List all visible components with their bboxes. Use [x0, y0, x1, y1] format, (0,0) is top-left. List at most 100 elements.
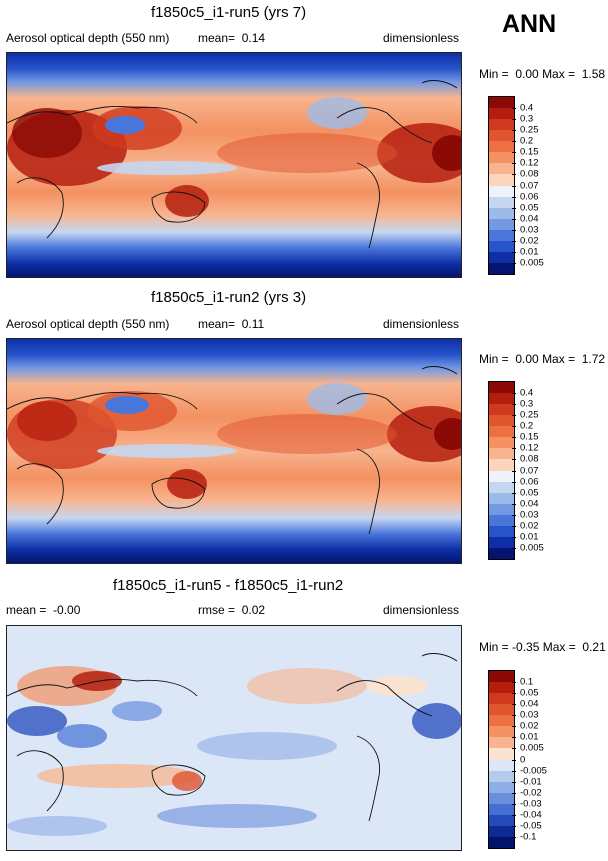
colorbar-level-label: 0.04: [520, 213, 539, 225]
colorbar-level-label: -0.03: [520, 798, 542, 810]
colorbar-tick: [512, 470, 516, 472]
panel-3-title: f1850c5_i1-run5 - f1850c5_i1-run2: [113, 577, 344, 594]
colorbar-swatch: [489, 836, 514, 848]
colorbar-level-label: 0.005: [520, 257, 544, 269]
colorbar-tick: [512, 163, 516, 165]
colorbar-level-label: 0.3: [520, 113, 534, 125]
colorbar-level-label: 0.2: [520, 135, 534, 147]
colorbar-swatch: [489, 770, 514, 782]
colorbar-tick: [512, 185, 516, 187]
colorbar-tick: [512, 704, 516, 706]
colorbar-tick: [512, 448, 516, 450]
panel-3-minmax: Min = -0.35 Max = 0.21: [479, 640, 606, 654]
colorbar-tick: [512, 737, 516, 739]
colorbar-level-label: -0.005: [520, 765, 547, 777]
colorbar-tick: [512, 814, 516, 816]
colorbar-swatch: [489, 503, 514, 515]
colorbar-swatch: [489, 547, 514, 559]
colorbar-swatch: [489, 803, 514, 815]
panel-2-title: f1850c5_i1-run2 (yrs 3): [151, 289, 307, 306]
panel-1-units: dimensionless: [383, 31, 460, 45]
colorbar-tick: [512, 726, 516, 728]
panel-1-mean: mean= 0.14: [198, 31, 265, 45]
panel-1-min-label: Min =: [479, 67, 509, 81]
colorbar-level-label: 0.4: [520, 102, 534, 114]
colorbar-level-label: 0.4: [520, 387, 534, 399]
panel-3-min-label: Min =: [479, 640, 509, 654]
colorbar-level-label: -0.04: [520, 809, 542, 821]
panel-3-map: [6, 625, 462, 851]
colorbar-level-label: 0.12: [520, 442, 539, 454]
colorbar-swatch: [489, 240, 514, 252]
panel-3-mean: mean = -0.00: [6, 603, 80, 617]
colorbar-tick: [512, 459, 516, 461]
colorbar-swatch: [489, 207, 514, 219]
colorbar-level-label: 0.005: [520, 542, 544, 554]
colorbar-swatch: [489, 415, 514, 427]
colorbar-swatch: [489, 119, 514, 131]
colorbar-tick: [512, 759, 516, 761]
colorbar-tick: [512, 514, 516, 516]
colorbar-level-label: -0.05: [520, 820, 542, 832]
colorbar-swatch: [489, 382, 514, 394]
colorbar-level-label: 0.02: [520, 235, 539, 247]
panel-2-min-label: Min =: [479, 352, 509, 366]
colorbar-swatch: [489, 536, 514, 548]
colorbar-tick: [512, 503, 516, 505]
colorbar-tick: [512, 781, 516, 783]
colorbar-level-label: 0.08: [520, 168, 539, 180]
panel-3-max-value: 0.21: [582, 640, 606, 654]
colorbar-level-label: 0.12: [520, 157, 539, 169]
colorbar-swatch: [489, 218, 514, 230]
colorbar-swatch: [489, 459, 514, 471]
colorbar-level-label: 0.02: [520, 520, 539, 532]
colorbar-tick: [512, 715, 516, 717]
panel-1-colorbar: [488, 96, 515, 275]
colorbar-swatch: [489, 141, 514, 153]
colorbar-swatch: [489, 715, 514, 727]
colorbar-level-label: 0.01: [520, 731, 539, 743]
colorbar-swatch: [489, 792, 514, 804]
colorbar-level-label: 0.15: [520, 431, 539, 443]
colorbar-level-label: 0.05: [520, 487, 539, 499]
colorbar-tick: [512, 803, 516, 805]
colorbar-swatch: [489, 470, 514, 482]
colorbar-level-label: 0.08: [520, 453, 539, 465]
panel-2-max-value: 1.72: [581, 352, 606, 366]
colorbar-tick: [512, 437, 516, 439]
colorbar-level-label: 0.02: [520, 720, 539, 732]
colorbar-tick: [512, 251, 516, 253]
panel-3-rmse-label: rmse =: [198, 603, 236, 617]
colorbar-level-label: 0.1: [520, 676, 534, 688]
colorbar-level-label: 0.05: [520, 202, 539, 214]
colorbar-tick: [512, 481, 516, 483]
colorbar-level-label: -0.02: [520, 787, 542, 799]
colorbar-tick: [512, 207, 516, 209]
colorbar-swatch: [489, 130, 514, 142]
colorbar-swatch: [489, 163, 514, 175]
colorbar-level-label: -0.01: [520, 776, 542, 788]
colorbar-swatch: [489, 682, 514, 694]
colorbar-level-label: 0.05: [520, 687, 539, 699]
panel-1-variable: Aerosol optical depth (550 nm): [6, 31, 170, 45]
colorbar-level-label: 0.01: [520, 531, 539, 543]
panel-2-mean-value: 0.11: [241, 317, 265, 331]
panel-1-mean-label: mean=: [198, 31, 236, 45]
colorbar-level-label: 0: [520, 754, 526, 765]
colorbar-swatch: [489, 492, 514, 504]
panel-2-mean-label: mean=: [198, 317, 236, 331]
colorbar-swatch: [489, 704, 514, 716]
panel-1-minmax: Min = 0.00 Max = 1.58: [479, 67, 605, 81]
colorbar-level-label: 0.03: [520, 709, 539, 721]
colorbar-tick: [512, 108, 516, 110]
colorbar-tick: [512, 152, 516, 154]
colorbar-level-label: 0.04: [520, 698, 539, 710]
panel-3-mean-label: mean =: [6, 603, 47, 617]
panel-3-colorbar: [488, 670, 515, 849]
panel-1-title: f1850c5_i1-run5 (yrs 7): [151, 4, 307, 21]
colorbar-swatch: [489, 781, 514, 793]
panel-1-map: [6, 52, 462, 278]
colorbar-swatch: [489, 748, 514, 760]
colorbar-swatch: [489, 262, 514, 274]
colorbar-level-label: 0.3: [520, 398, 534, 410]
